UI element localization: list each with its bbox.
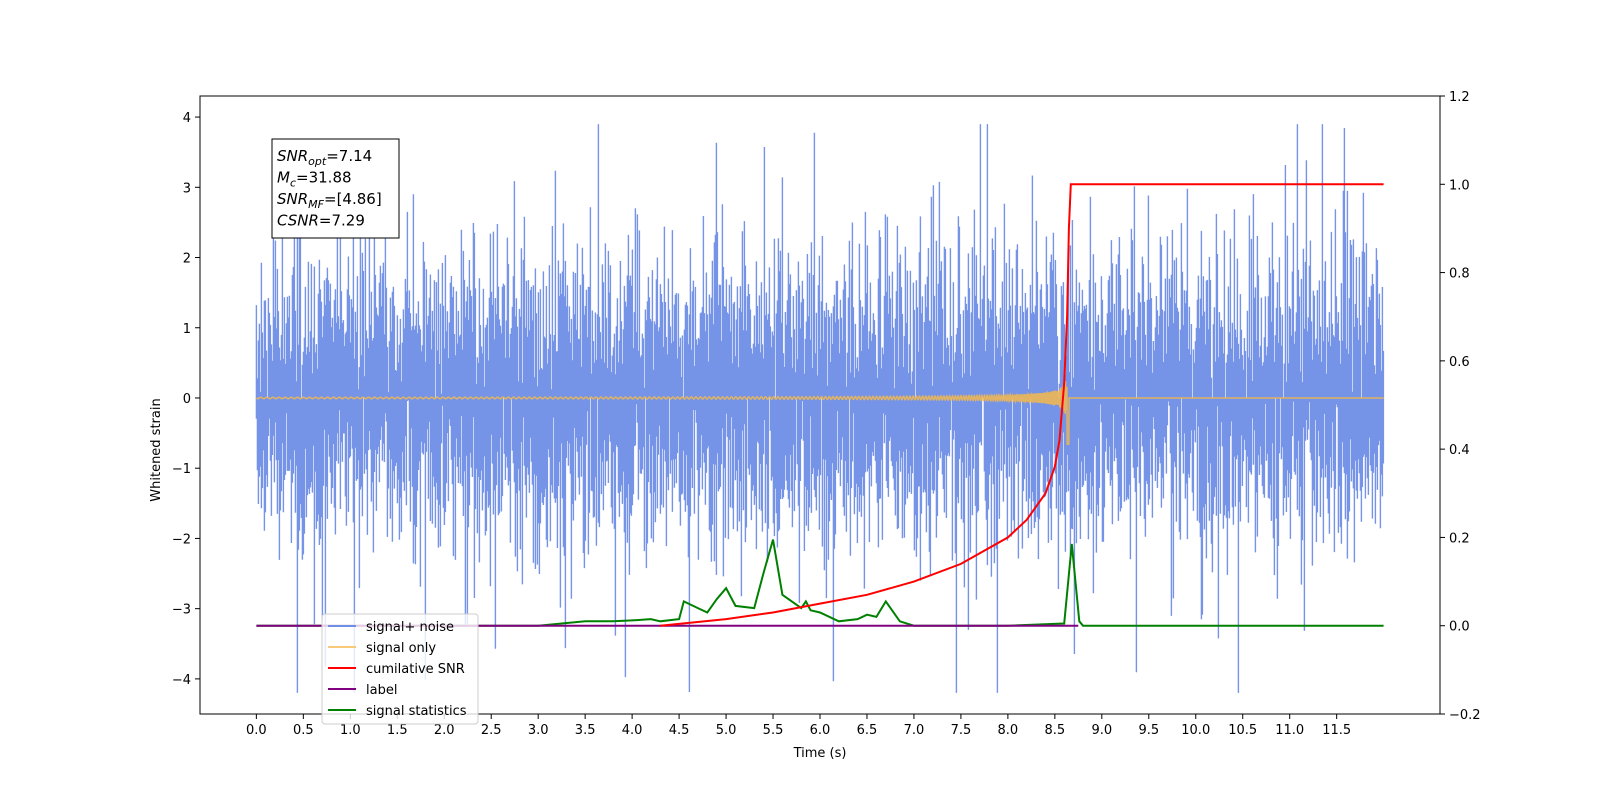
x-tick-label: 9.5 [1138, 723, 1159, 738]
y-tick-label: 1 [183, 322, 191, 337]
series-group [255, 124, 1385, 693]
x-tick-label: 2.0 [434, 723, 455, 738]
y-tick-label: 4 [183, 111, 191, 126]
y-tick-label: 3 [183, 181, 191, 196]
annotation-line: SNRMF=[4.86] [277, 190, 382, 211]
annotation-frame [271, 138, 400, 239]
y2-tick-label: −0.2 [1449, 708, 1481, 723]
x-tick-label: 8.5 [1045, 723, 1066, 738]
y-tick-label: 2 [183, 252, 191, 267]
x-tick-label: 6.0 [810, 723, 831, 738]
x-tick-label: 5.0 [716, 723, 737, 738]
y2-tick-label: 0.6 [1449, 355, 1470, 370]
series-signal-noise [255, 124, 1385, 693]
legend-label: cumilative SNR [366, 662, 465, 677]
y-tick-label: −4 [172, 673, 191, 688]
x-axis-label: Time (s) [793, 746, 847, 761]
legend-frame [321, 613, 479, 725]
annotation-line: SNRopt=7.14 [277, 147, 372, 168]
legend: signal+ noise signal only cumilative SNR la… [321, 613, 479, 725]
x-tick-label: 0.5 [293, 723, 314, 738]
y-tick-label: −1 [172, 462, 191, 477]
x-tick-label: 4.5 [669, 723, 690, 738]
y2-tick-label: 0.4 [1449, 443, 1470, 458]
y2-tick-label: 0.8 [1449, 267, 1470, 282]
x-tick-label: 3.5 [575, 723, 596, 738]
legend-label: signal+ noise [366, 620, 454, 635]
x-tick-label: 2.5 [481, 723, 502, 738]
series-signal-only [256, 381, 1384, 446]
y-tick-label: −2 [172, 532, 191, 547]
y-tick-label: 0 [183, 392, 191, 407]
x-tick-label: 3.0 [528, 723, 549, 738]
plot-area [255, 124, 1385, 693]
series-cumulative-snr [660, 183, 1384, 627]
y2-tick-label: 1.0 [1449, 178, 1470, 193]
x-tick-label: 0.0 [246, 723, 267, 738]
x-tick-label: 11.5 [1322, 723, 1351, 738]
x-tick-label: 9.0 [1091, 723, 1112, 738]
y2-tick-label: 0.2 [1449, 531, 1470, 546]
x-tick-label: 6.5 [857, 723, 878, 738]
legend-label: signal statistics [366, 704, 467, 719]
legend-label: label [366, 683, 397, 698]
axes: 0.0 0.5 1.0 1.5 2.0 2.5 3.0 3.5 4.0 4.5 5.0 5.5 6.0 6… [172, 90, 1481, 738]
legend-label: signal only [366, 641, 436, 656]
y2-tick-label: 0.0 [1449, 620, 1470, 635]
x-tick-label: 7.5 [951, 723, 972, 738]
x-tick-label: 11.0 [1275, 723, 1304, 738]
x-tick-label: 4.0 [622, 723, 643, 738]
y-axis-label: Whitened strain [149, 398, 164, 501]
x-tick-label: 7.0 [904, 723, 925, 738]
x-tick-label: 8.0 [998, 723, 1019, 738]
x-tick-label: 1.0 [340, 723, 361, 738]
x-tick-label: 10.0 [1181, 723, 1210, 738]
annotation-line: CSNR=7.29 [277, 212, 365, 230]
x-tick-label: 10.5 [1228, 723, 1257, 738]
y2-tick-label: 1.2 [1449, 90, 1470, 105]
x-tick-label: 5.5 [763, 723, 784, 738]
y-tick-label: −3 [172, 603, 191, 618]
annotation-line: Mc=31.88 [277, 169, 352, 190]
x-tick-label: 1.5 [387, 723, 408, 738]
